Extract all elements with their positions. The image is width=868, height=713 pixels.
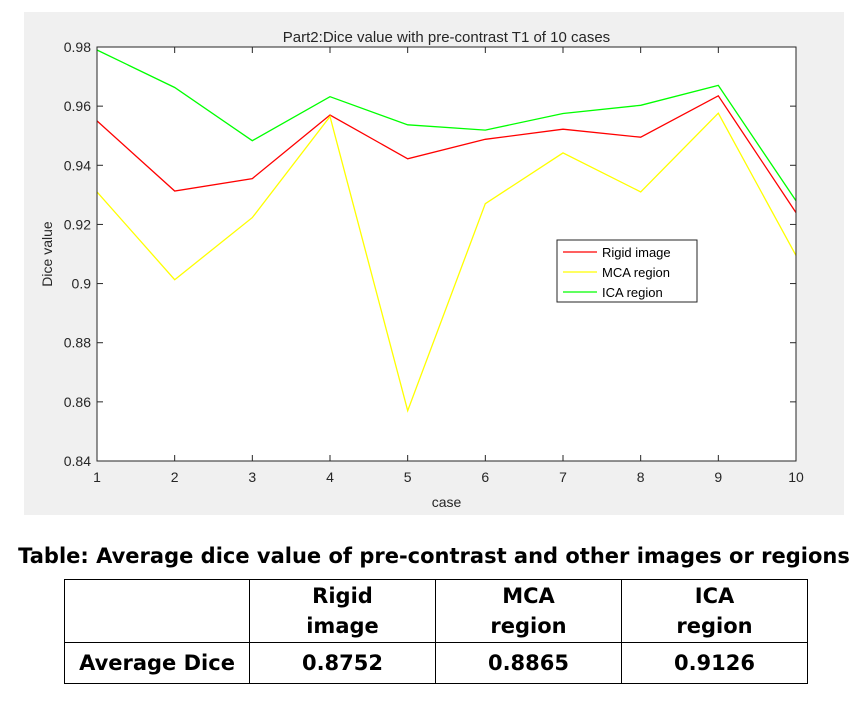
table-row: Average Dice 0.8752 0.8865 0.9126 xyxy=(64,642,808,684)
x-tick-label: 3 xyxy=(248,469,256,485)
y-tick-label: 0.92 xyxy=(64,216,91,232)
x-tick-label: 4 xyxy=(326,469,334,485)
x-tick-label: 9 xyxy=(714,469,722,485)
x-axis-label: case xyxy=(432,494,462,510)
y-axis-label: Dice value xyxy=(39,221,55,287)
x-tick-label: 8 xyxy=(637,469,645,485)
y-tick-label: 0.98 xyxy=(64,39,91,55)
header-line: ICA xyxy=(694,584,735,608)
x-tick-label: 2 xyxy=(171,469,179,485)
line-chart: 1 2 3 4 5 6 7 8 9 10 0.84 0.86 0.88 0.9 0.92 0.94 0.96 0.… xyxy=(24,12,844,515)
chart-figure: 1 2 3 4 5 6 7 8 9 10 0.84 0.86 0.88 0.9 0.92 0.94 0.96 0.… xyxy=(24,12,844,515)
table-cell: 0.9126 xyxy=(621,642,808,684)
y-tick-label: 0.94 xyxy=(64,157,91,173)
legend-label: MCA region xyxy=(602,265,670,280)
y-tick-label: 0.96 xyxy=(64,98,91,114)
y-tick-label: 0.84 xyxy=(64,453,91,469)
series-line-rigid-image xyxy=(96,94,797,213)
legend: Rigid image MCA region ICA region xyxy=(556,239,698,303)
x-tick-label: 10 xyxy=(788,469,804,485)
y-tick-label: 0.88 xyxy=(64,335,91,351)
header-line: region xyxy=(676,614,753,638)
table-caption: Table: Average dice value of pre-contras… xyxy=(18,544,850,568)
y-tick-label: 0.9 xyxy=(72,276,92,292)
x-tick-label: 6 xyxy=(481,469,489,485)
header-line: image xyxy=(306,614,379,638)
table-header-cell: MCA region xyxy=(435,579,622,643)
x-tick-label: 1 xyxy=(93,469,101,485)
header-line: Rigid xyxy=(312,584,373,608)
x-tick-label: 5 xyxy=(404,469,412,485)
table-header-cell: Rigid image xyxy=(249,579,436,643)
legend-label: Rigid image xyxy=(602,245,671,260)
chart-title: Part2:Dice value with pre-contrast T1 of… xyxy=(283,29,610,46)
series-line-ica-region xyxy=(96,49,797,202)
legend-label: ICA region xyxy=(602,285,663,300)
x-tick-label: 7 xyxy=(559,469,567,485)
table-corner-cell xyxy=(64,579,250,643)
y-tick-label: 0.86 xyxy=(64,394,91,410)
table-cell: 0.8752 xyxy=(249,642,436,684)
series-line-mca-region xyxy=(96,112,797,413)
table-header-cell: ICA region xyxy=(621,579,808,643)
header-line: region xyxy=(490,614,567,638)
table-cell: 0.8865 xyxy=(435,642,622,684)
table-row-label: Average Dice xyxy=(64,642,250,684)
table-header-row: Rigid image MCA region ICA region xyxy=(64,579,808,643)
plot-frame xyxy=(96,46,797,462)
summary-table: Rigid image MCA region ICA region Averag… xyxy=(64,579,808,684)
header-line: MCA xyxy=(502,584,555,608)
